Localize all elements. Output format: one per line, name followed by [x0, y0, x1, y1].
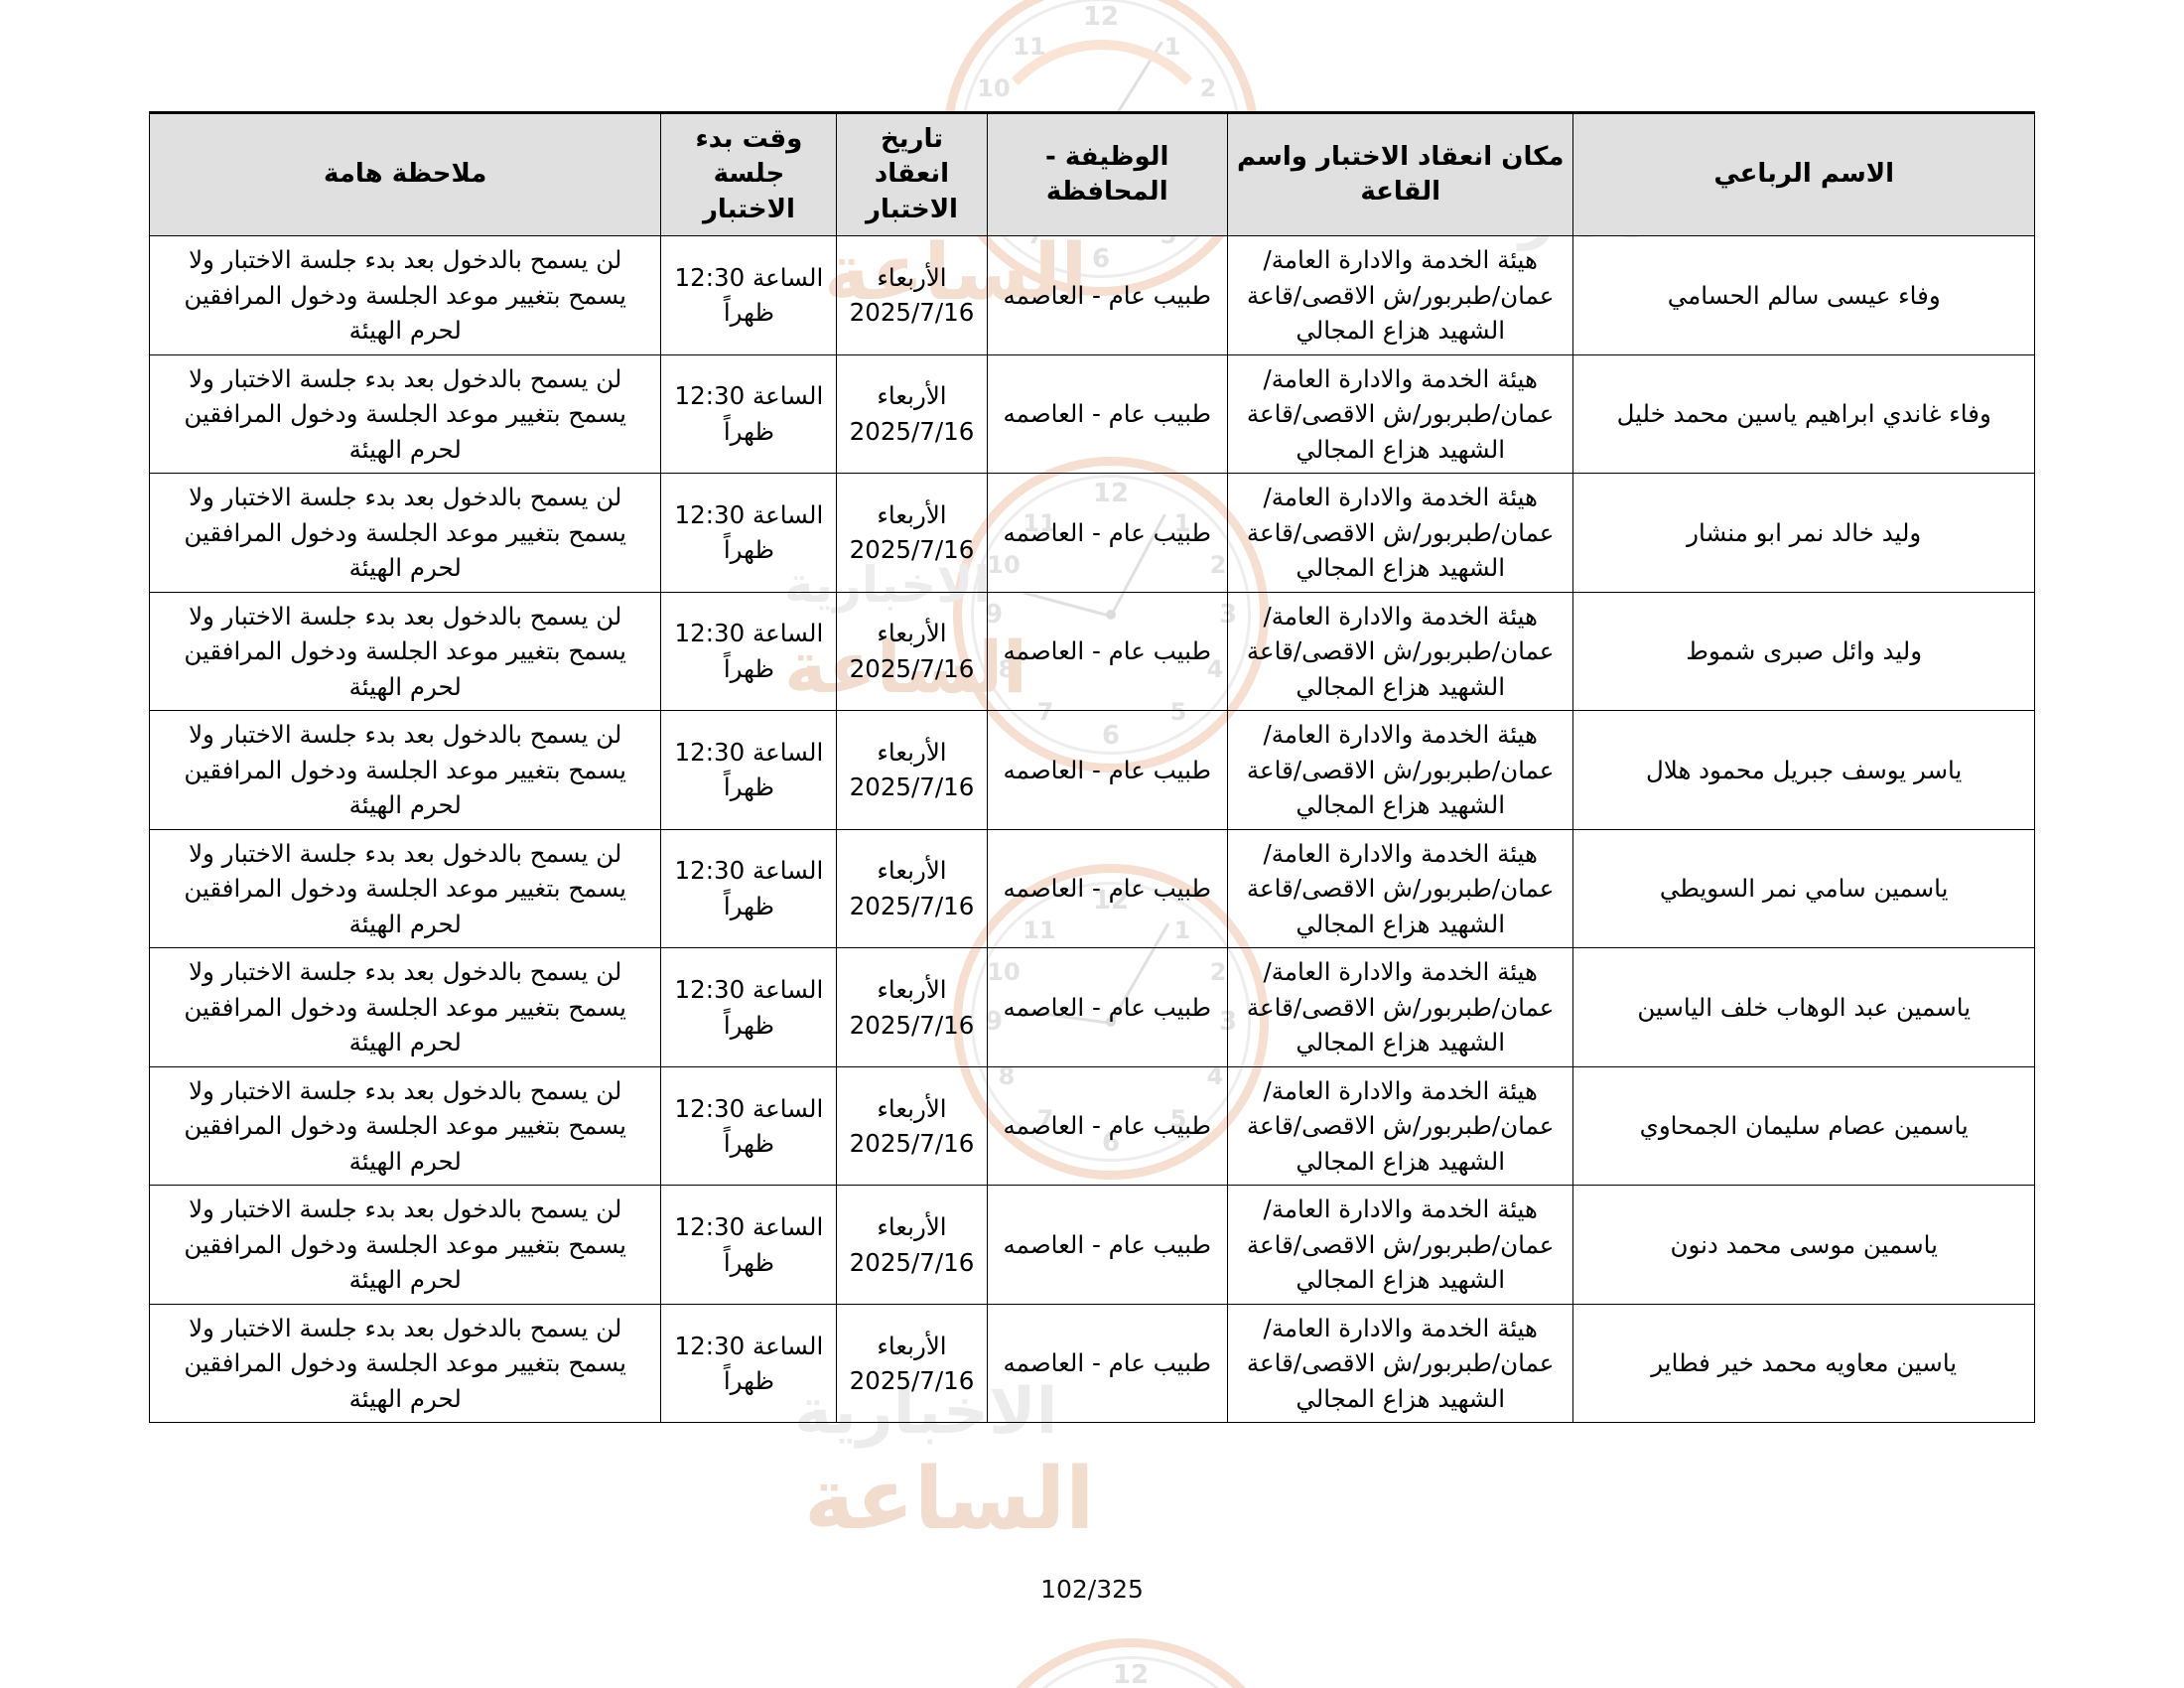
- cell-name: وفاء غاندي ابراهيم ياسين محمد خليل: [1572, 353, 2035, 475]
- cell-venue: هيئة الخدمة والادارة العامة/عمان/طبربور/…: [1226, 1065, 1574, 1187]
- table-header: الاسم الرباعي مكان انعقاد الاختبار واسم …: [148, 111, 2035, 236]
- cell-note: لن يسمح بالدخول بعد بدء جلسة الاختبار ول…: [148, 1303, 662, 1424]
- cell-name: ياسمين موسى محمد دنون: [1572, 1185, 2035, 1305]
- cell-date: الأربعاء 2025/7/16: [836, 1065, 988, 1187]
- cell-date: الأربعاء 2025/7/16: [836, 1303, 988, 1424]
- table-row: ياسمين عبد الوهاب خلف الياسين هيئة الخدمة…: [148, 947, 2035, 1067]
- table-row: وليد خالد نمر ابو منشار هيئة الخدمة والاد…: [148, 473, 2035, 593]
- cell-note: لن يسمح بالدخول بعد بدء جلسة الاختبار ول…: [148, 591, 662, 712]
- cell-venue: هيئة الخدمة والادارة العامة/عمان/طبربور/…: [1226, 353, 1574, 475]
- cell-venue: هيئة الخدمة والادارة العامة/عمان/طبربور/…: [1226, 947, 1574, 1067]
- cell-note: لن يسمح بالدخول بعد بدء جلسة الاختبار ول…: [148, 353, 662, 475]
- cell-name: وفاء عيسى سالم الحسامي: [1572, 235, 2035, 355]
- column-header-job: الوظيفة - المحافظة: [986, 111, 1228, 236]
- cell-note: لن يسمح بالدخول بعد بدء جلسة الاختبار ول…: [148, 1185, 662, 1305]
- cell-date: الأربعاء 2025/7/16: [836, 710, 988, 830]
- cell-job: طبيب عام - العاصمه: [986, 1303, 1228, 1424]
- table-row: ياسمين موسى محمد دنون هيئة الخدمة والادار…: [148, 1185, 2035, 1305]
- cell-date: الأربعاء 2025/7/16: [836, 353, 988, 475]
- cell-venue: هيئة الخدمة والادارة العامة/عمان/طبربور/…: [1226, 591, 1574, 712]
- cell-venue: هيئة الخدمة والادارة العامة/عمان/طبربور/…: [1226, 1303, 1574, 1424]
- cell-note: لن يسمح بالدخول بعد بدء جلسة الاختبار ول…: [148, 1065, 662, 1187]
- column-header-name: الاسم الرباعي: [1572, 111, 2035, 236]
- cell-name: ياسين معاويه محمد خير فطاير: [1572, 1303, 2035, 1424]
- cell-name: وليد خالد نمر ابو منشار: [1572, 473, 2035, 593]
- table-row: ياسمين سامي نمر السويطي هيئة الخدمة والاد…: [148, 828, 2035, 949]
- cell-venue: هيئة الخدمة والادارة العامة/عمان/طبربور/…: [1226, 235, 1574, 355]
- column-header-venue: مكان انعقاد الاختبار واسم القاعة: [1226, 111, 1574, 236]
- table-row: ياسر يوسف جبريل محمود هلال هيئة الخدمة وا…: [148, 710, 2035, 830]
- cell-date: الأربعاء 2025/7/16: [836, 1185, 988, 1305]
- cell-name: وليد وائل صبرى شموط: [1572, 591, 2035, 712]
- cell-time: الساعة 12:30 ظهراً: [660, 1065, 838, 1187]
- cell-name: ياسمين سامي نمر السويطي: [1572, 828, 2035, 949]
- cell-time: الساعة 12:30 ظهراً: [660, 235, 838, 355]
- cell-note: لن يسمح بالدخول بعد بدء جلسة الاختبار ول…: [148, 473, 662, 593]
- cell-date: الأربعاء 2025/7/16: [836, 235, 988, 355]
- cell-time: الساعة 12:30 ظهراً: [660, 1185, 838, 1305]
- cell-date: الأربعاء 2025/7/16: [836, 473, 988, 593]
- cell-job: طبيب عام - العاصمه: [986, 710, 1228, 830]
- cell-time: الساعة 12:30 ظهراً: [660, 947, 838, 1067]
- cell-note: لن يسمح بالدخول بعد بدء جلسة الاختبار ول…: [148, 947, 662, 1067]
- cell-time: الساعة 12:30 ظهراً: [660, 353, 838, 475]
- cell-name: ياسمين عصام سليمان الجمحاوي: [1572, 1065, 2035, 1187]
- cell-job: طبيب عام - العاصمه: [986, 1065, 1228, 1187]
- table-body: وفاء عيسى سالم الحسامي هيئة الخدمة والادا…: [148, 235, 2035, 1424]
- cell-name: ياسر يوسف جبريل محمود هلال: [1572, 710, 2035, 830]
- cell-venue: هيئة الخدمة والادارة العامة/عمان/طبربور/…: [1226, 828, 1574, 949]
- cell-note: لن يسمح بالدخول بعد بدء جلسة الاختبار ول…: [148, 710, 662, 830]
- cell-job: طبيب عام - العاصمه: [986, 235, 1228, 355]
- cell-date: الأربعاء 2025/7/16: [836, 828, 988, 949]
- cell-job: طبيب عام - العاصمه: [986, 591, 1228, 712]
- cell-job: طبيب عام - العاصمه: [986, 353, 1228, 475]
- cell-venue: هيئة الخدمة والادارة العامة/عمان/طبربور/…: [1226, 710, 1574, 830]
- cell-time: الساعة 12:30 ظهراً: [660, 591, 838, 712]
- cell-time: الساعة 12:30 ظهراً: [660, 710, 838, 830]
- cell-job: طبيب عام - العاصمه: [986, 828, 1228, 949]
- cell-note: لن يسمح بالدخول بعد بدء جلسة الاختبار ول…: [148, 828, 662, 949]
- cell-time: الساعة 12:30 ظهراً: [660, 828, 838, 949]
- column-header-date: تاريخ انعقاد الاختبار: [836, 111, 988, 236]
- cell-venue: هيئة الخدمة والادارة العامة/عمان/طبربور/…: [1226, 1185, 1574, 1305]
- table-row: وفاء غاندي ابراهيم ياسين محمد خليل هيئة ا…: [148, 353, 2035, 475]
- table-header-row: الاسم الرباعي مكان انعقاد الاختبار واسم …: [148, 111, 2035, 236]
- cell-note: لن يسمح بالدخول بعد بدء جلسة الاختبار ول…: [148, 235, 662, 355]
- table-row: ياسمين عصام سليمان الجمحاوي هيئة الخدمة و…: [148, 1065, 2035, 1187]
- cell-job: طبيب عام - العاصمه: [986, 1185, 1228, 1305]
- page-number: 102/325: [1040, 1575, 1144, 1604]
- cell-date: الأربعاء 2025/7/16: [836, 947, 988, 1067]
- column-header-note: ملاحظة هامة: [148, 111, 662, 236]
- cell-job: طبيب عام - العاصمه: [986, 947, 1228, 1067]
- cell-name: ياسمين عبد الوهاب خلف الياسين: [1572, 947, 2035, 1067]
- cell-time: الساعة 12:30 ظهراً: [660, 1303, 838, 1424]
- cell-venue: هيئة الخدمة والادارة العامة/عمان/طبربور/…: [1226, 473, 1574, 593]
- table-row: ياسين معاويه محمد خير فطاير هيئة الخدمة و…: [148, 1303, 2035, 1424]
- table-row: وفاء عيسى سالم الحسامي هيئة الخدمة والادا…: [148, 235, 2035, 355]
- table-row: وليد وائل صبرى شموط هيئة الخدمة والادارة …: [148, 591, 2035, 712]
- column-header-time: وقت بدء جلسة الاختبار: [660, 111, 838, 236]
- cell-time: الساعة 12:30 ظهراً: [660, 473, 838, 593]
- cell-job: طبيب عام - العاصمه: [986, 473, 1228, 593]
- cell-date: الأربعاء 2025/7/16: [836, 591, 988, 712]
- exam-schedule-table: الاسم الرباعي مكان انعقاد الاختبار واسم …: [148, 111, 2035, 1424]
